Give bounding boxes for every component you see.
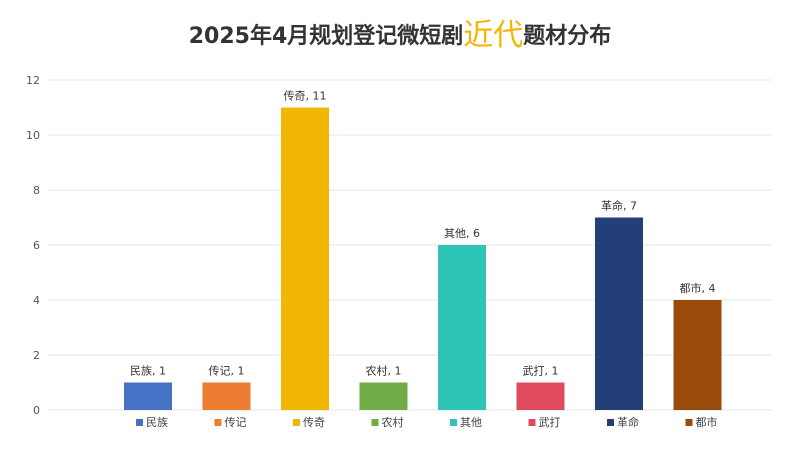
data-label: 武打, 1 [523,364,559,378]
bars [124,107,722,410]
y-tick-label: 0 [33,404,40,417]
data-label: 民族, 1 [130,364,166,378]
title-highlight: 近代 [463,18,524,53]
legend-label: 都市 [696,415,718,429]
bar [516,382,565,410]
y-tick-label: 8 [33,184,40,197]
legend-label: 其他 [460,416,482,429]
chart-title: 2025年4月规划登记微短剧近代题材分布 [0,16,800,56]
data-label: 都市, 4 [680,281,716,295]
legend-label: 武打 [539,415,561,429]
y-tick-label: 6 [33,239,40,252]
y-tick-label: 10 [26,129,40,142]
legend-label: 革命 [617,415,639,429]
y-axis-ticks: 0 2 4 6 8 10 12 [26,74,40,417]
data-labels: 民族, 1 传记, 1 传奇, 11 农村, 1 其他, 6 武打, 1 革命, 7 都市, … [130,90,716,378]
legend-label: 民族 [146,415,168,429]
title-suffix: 题材分布 [523,24,612,49]
legend-swatch [528,419,536,426]
legend-swatch [293,419,300,426]
y-tick-label: 2 [33,349,40,362]
data-label: 农村, 1 [366,364,402,378]
legend-swatch [371,419,379,426]
legend-swatch [607,419,614,426]
legend-label: 传记 [225,416,247,429]
legend-label: 农村 [382,415,404,429]
bar [124,382,172,410]
bar [673,300,722,410]
legend-swatch [685,419,693,426]
y-tick-label: 4 [33,294,40,307]
bar [202,382,251,410]
legend-swatch [450,419,457,426]
legend-label: 传奇 [303,416,325,429]
bar [359,382,408,410]
gridlines [48,79,772,411]
title-prefix: 2025年4月规划登记微短剧 [188,24,464,49]
bar [595,217,643,410]
bar [281,107,329,410]
legend: 民族 传记 传奇 农村 其他 武打 革命 都市 [136,415,718,429]
data-label: 革命, 7 [601,199,637,213]
legend-swatch [136,419,143,426]
bar [438,245,486,410]
data-label: 传奇, 11 [284,90,327,103]
y-tick-label: 12 [26,74,40,87]
data-label: 传记, 1 [209,365,245,378]
data-label: 其他, 6 [444,227,480,240]
legend-swatch [214,419,222,426]
